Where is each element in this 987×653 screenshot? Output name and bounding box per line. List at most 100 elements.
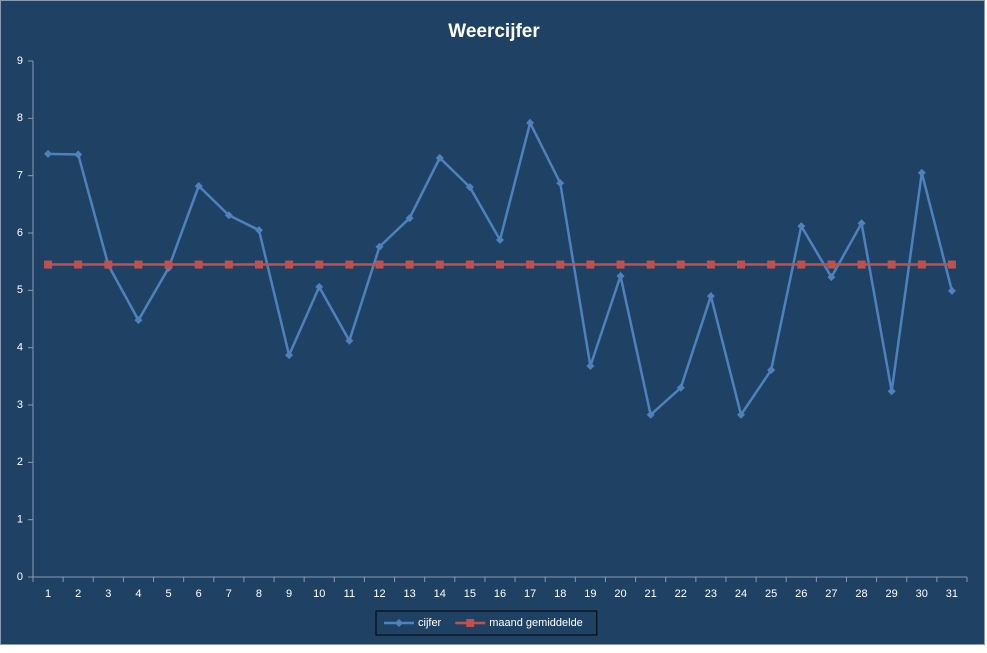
data-point (315, 282, 324, 291)
data-point (586, 260, 595, 269)
data-point (194, 181, 203, 190)
x-tick-label: 16 (494, 588, 506, 600)
y-tick-label: 7 (17, 170, 23, 182)
data-point (254, 260, 263, 269)
data-point (616, 260, 625, 269)
x-tick-label: 7 (226, 588, 232, 600)
x-tick-label: 31 (946, 588, 958, 600)
y-tick-label: 3 (17, 399, 23, 411)
data-point (315, 260, 324, 269)
data-point (706, 260, 715, 269)
data-point (767, 366, 776, 375)
data-point (857, 219, 866, 228)
data-point (194, 260, 203, 269)
x-tick-label: 19 (584, 588, 596, 600)
x-tick-label: 18 (554, 588, 566, 600)
data-point (646, 260, 655, 269)
data-point (556, 260, 565, 269)
data-point (797, 260, 806, 269)
legend: cijfer maand gemiddelde (375, 610, 598, 636)
x-tick-label: 23 (705, 588, 717, 600)
x-tick-label: 11 (344, 588, 355, 600)
x-tick-label: 26 (795, 588, 807, 600)
data-point (616, 272, 625, 280)
data-point (465, 183, 474, 192)
data-point (134, 260, 143, 269)
data-point (646, 410, 655, 419)
x-tick-label: 30 (916, 588, 928, 600)
x-tick-label: 6 (196, 588, 202, 600)
data-point (737, 260, 746, 269)
legend-marker (395, 619, 403, 627)
legend-box (375, 610, 598, 636)
data-point (676, 383, 685, 392)
y-tick-label: 5 (17, 284, 23, 296)
x-tick-label: 17 (524, 588, 536, 600)
data-point (74, 260, 83, 269)
x-tick-label: 2 (75, 588, 81, 600)
x-tick-label: 15 (464, 588, 476, 600)
x-tick-label: 4 (135, 588, 141, 600)
data-point (676, 260, 685, 269)
data-point (285, 260, 294, 269)
x-tick-label: 22 (675, 588, 687, 600)
x-tick-label: 25 (765, 588, 777, 600)
x-tick-label: 29 (886, 588, 898, 600)
x-tick-label: 14 (434, 588, 446, 600)
data-point (947, 260, 956, 269)
x-tick-label: 3 (105, 588, 111, 600)
data-point (767, 260, 776, 269)
data-point (857, 260, 866, 269)
data-point (917, 260, 926, 269)
data-point (556, 179, 565, 188)
data-point (465, 260, 474, 269)
y-tick-label: 0 (17, 571, 23, 583)
data-point (285, 351, 294, 360)
data-point (345, 336, 354, 345)
data-point (435, 153, 444, 162)
data-point (737, 410, 746, 419)
y-tick-label: 4 (17, 342, 23, 354)
data-point (496, 235, 504, 244)
x-tick-label: 21 (645, 588, 657, 600)
data-point (526, 118, 535, 127)
x-tick-label: 5 (166, 588, 172, 600)
x-tick-label: 28 (855, 588, 867, 600)
data-point (797, 222, 806, 231)
data-point (947, 286, 956, 295)
data-point (254, 226, 263, 235)
data-point (104, 260, 113, 269)
x-tick-label: 13 (403, 588, 415, 600)
legend-label: cijfer (418, 617, 442, 629)
data-point (44, 149, 53, 158)
chart-title: Weercijfer (448, 21, 540, 42)
legend-label: maand gemiddelde (489, 617, 583, 629)
x-tick-label: 12 (373, 588, 385, 600)
x-tick-label: 1 (45, 588, 51, 600)
data-point (134, 316, 143, 325)
y-tick-label: 6 (17, 227, 23, 239)
data-point (345, 260, 354, 269)
data-point (44, 260, 53, 269)
y-tick-label: 1 (17, 514, 23, 526)
data-point (887, 260, 896, 269)
data-point (224, 260, 233, 269)
x-tick-label: 20 (614, 588, 626, 600)
x-tick-label: 27 (825, 588, 837, 600)
x-tick-label: 9 (286, 588, 292, 600)
data-point (405, 214, 414, 223)
x-tick-label: 24 (735, 588, 747, 600)
data-point (526, 260, 535, 269)
x-tick-label: 8 (256, 588, 262, 600)
data-point (917, 168, 926, 177)
data-point (827, 260, 836, 269)
data-point (164, 260, 173, 269)
data-point (706, 292, 715, 301)
data-point (375, 242, 384, 251)
y-tick-label: 8 (17, 112, 23, 124)
data-point (887, 387, 896, 396)
x-tick-label: 10 (313, 588, 325, 600)
y-tick-label: 2 (17, 456, 23, 468)
y-tick-label: 9 (17, 55, 23, 67)
